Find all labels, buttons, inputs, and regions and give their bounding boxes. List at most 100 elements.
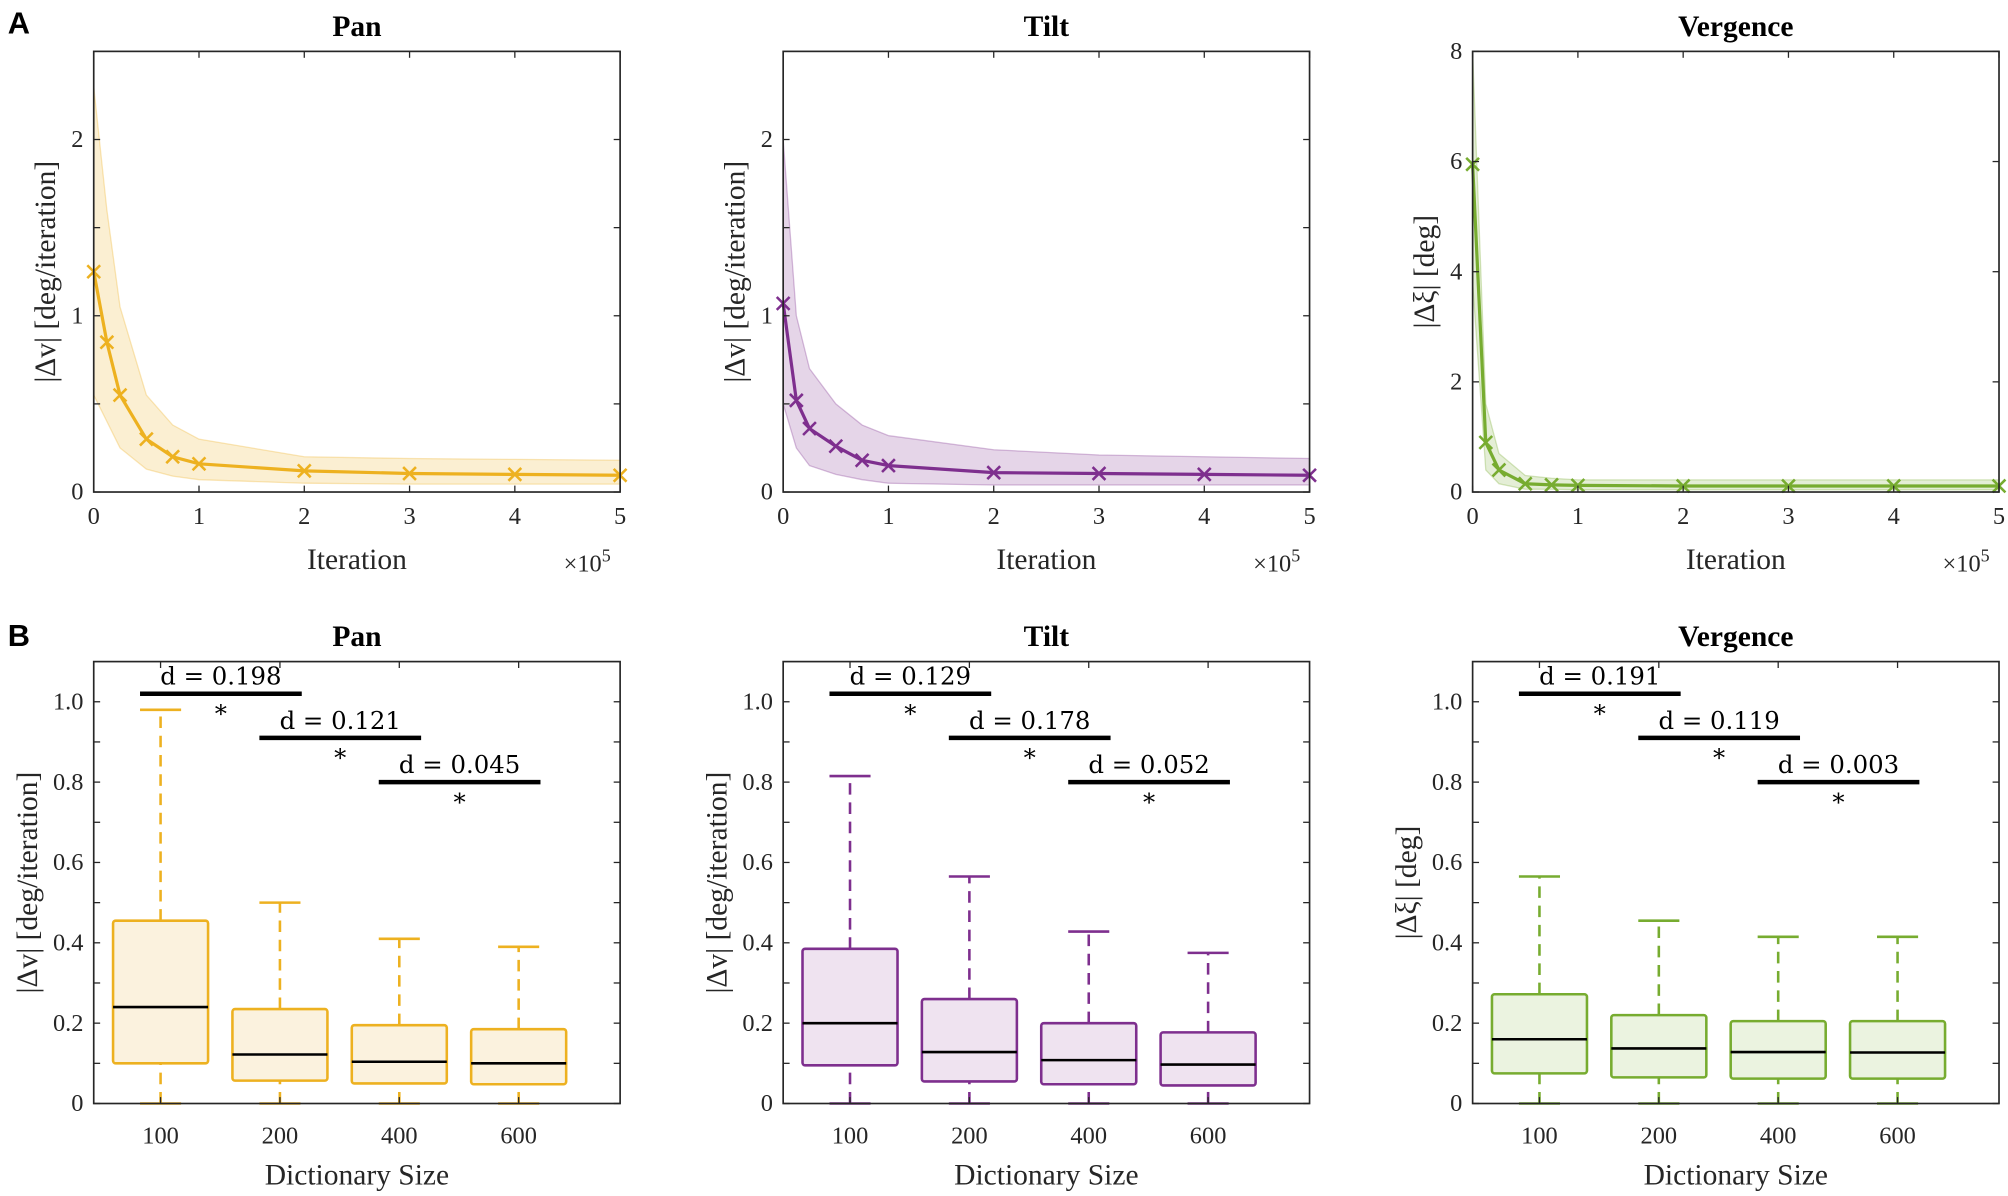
- x-tick-label: 200: [1641, 1122, 1678, 1149]
- box-400: [1039, 930, 1138, 1105]
- confidence-band: [93, 86, 621, 485]
- data-point-marker: [1570, 478, 1586, 493]
- x-tick-label: 600: [1879, 1122, 1916, 1149]
- chart-b-vergence: Vergence d = 0.191 * d = 0.119 * d = 0.003 * 0 0…: [1391, 621, 2000, 1191]
- y-axis-label: |Δv| [deg/iteration]: [30, 161, 62, 383]
- x-tick-label: 4: [1888, 503, 1900, 530]
- panel-label-a: A: [8, 5, 30, 40]
- effect-size-label: d = 0.003: [1778, 750, 1899, 779]
- x-tick-label: 100: [832, 1122, 869, 1149]
- y-tick-label: 0.8: [742, 769, 772, 796]
- box-100: [1490, 875, 1589, 1105]
- x-multiplier-base: ×10: [1943, 551, 1981, 578]
- x-axis-label: Iteration: [307, 544, 407, 576]
- x-tick-label: 0: [88, 503, 100, 530]
- chart-title: Tilt: [1024, 11, 1070, 43]
- significance-star: *: [1594, 699, 1606, 728]
- mean-line: [1471, 164, 2000, 488]
- box-iqr: [920, 997, 1019, 1083]
- confidence-band: [782, 139, 1311, 486]
- x-tick-label: 200: [951, 1122, 988, 1149]
- mean-line: [92, 271, 621, 477]
- y-tick-label: 0.4: [1432, 930, 1462, 957]
- y-tick-label: 1.0: [1432, 688, 1462, 715]
- box-100: [801, 774, 899, 1105]
- axes-box: [92, 660, 621, 1105]
- effect-size-label: d = 0.119: [1658, 706, 1779, 735]
- y-tick-label: 0.6: [742, 849, 772, 876]
- box-200: [920, 875, 1019, 1105]
- axes-box: [1471, 660, 2000, 1105]
- x-tick-label: 1: [193, 503, 205, 530]
- axes-box: [1471, 50, 2000, 493]
- significance-star: *: [454, 787, 466, 816]
- x-tick-label: 600: [1190, 1122, 1227, 1149]
- axes-box: [782, 660, 1311, 1105]
- y-tick-label: 0.8: [1432, 769, 1462, 796]
- box-iqr: [1039, 1021, 1138, 1086]
- y-tick-label: 0: [761, 1090, 773, 1117]
- x-tick-label: 200: [262, 1122, 299, 1149]
- y-tick-label: 1.0: [742, 688, 772, 715]
- x-multiplier: ×105: [1253, 545, 1300, 577]
- panel-label-b: B: [8, 618, 30, 653]
- y-tick-label: 0: [1450, 479, 1462, 506]
- significance-star: *: [215, 699, 227, 728]
- data-point-marker: [165, 449, 181, 465]
- data-point-marker: [191, 456, 207, 472]
- confidence-band: [1471, 51, 2000, 491]
- data-point-marker: [789, 393, 804, 408]
- significance-star: *: [334, 743, 346, 772]
- data-point-marker: [296, 463, 312, 479]
- axes-box: [92, 50, 621, 493]
- x-tick-label: 3: [403, 503, 415, 530]
- data-point-marker: [139, 431, 154, 447]
- chart-title: Pan: [332, 621, 381, 653]
- y-tick-label: 0.8: [53, 769, 83, 796]
- box-iqr: [1159, 1031, 1257, 1087]
- x-tick-label: 5: [614, 503, 626, 530]
- x-axis-label: Iteration: [996, 544, 1096, 576]
- x-tick-label: 600: [500, 1122, 537, 1149]
- y-tick-label: 0: [761, 479, 773, 506]
- box-600: [1848, 935, 1947, 1105]
- chart-b-tilt: Tilt d = 0.129 * d = 0.178 * d = 0.052 * 0 0.2 0.…: [702, 621, 1311, 1191]
- x-multiplier-base: ×10: [1253, 551, 1291, 578]
- chart-title: Vergence: [1678, 621, 1793, 653]
- x-tick-label: 5: [1303, 503, 1315, 530]
- x-tick-label: 1: [1572, 503, 1584, 530]
- box-200: [231, 901, 329, 1105]
- x-tick-label: 400: [381, 1122, 418, 1149]
- y-tick-label: 0.2: [742, 1010, 772, 1037]
- box-iqr: [801, 947, 899, 1067]
- y-tick-label: 0.6: [1432, 849, 1462, 876]
- x-multiplier-base: ×10: [564, 551, 602, 578]
- y-axis-label: |Δv| [deg/iteration]: [702, 772, 734, 994]
- x-tick-label: 3: [1782, 503, 1794, 530]
- y-tick-label: 2: [71, 126, 83, 153]
- x-tick-label: 0: [1467, 503, 1479, 530]
- significance-star: *: [1713, 743, 1725, 772]
- y-axis-label: |Δξ| [deg]: [1409, 215, 1441, 329]
- data-point-marker: [1544, 477, 1559, 493]
- x-multiplier-exponent: 5: [602, 545, 611, 565]
- x-multiplier-exponent: 5: [1981, 545, 1990, 565]
- data-point-marker: [1491, 462, 1507, 478]
- x-axis-label: Dictionary Size: [265, 1159, 449, 1191]
- box-400: [350, 937, 449, 1105]
- x-axis-label: Dictionary Size: [1644, 1159, 1828, 1191]
- y-axis-label: |Δξ| [deg]: [1391, 826, 1423, 940]
- data-point-marker: [881, 458, 896, 473]
- y-tick-label: 0: [1450, 1090, 1462, 1117]
- x-multiplier: ×105: [564, 545, 611, 577]
- box-200: [1610, 919, 1708, 1105]
- axes-box: [782, 50, 1311, 493]
- data-point-marker: [507, 467, 523, 482]
- box-iqr: [350, 1023, 449, 1085]
- box-iqr: [1490, 992, 1589, 1075]
- data-point-marker: [1091, 466, 1107, 481]
- effect-size-label: d = 0.178: [969, 706, 1090, 735]
- data-point-marker: [1478, 435, 1494, 450]
